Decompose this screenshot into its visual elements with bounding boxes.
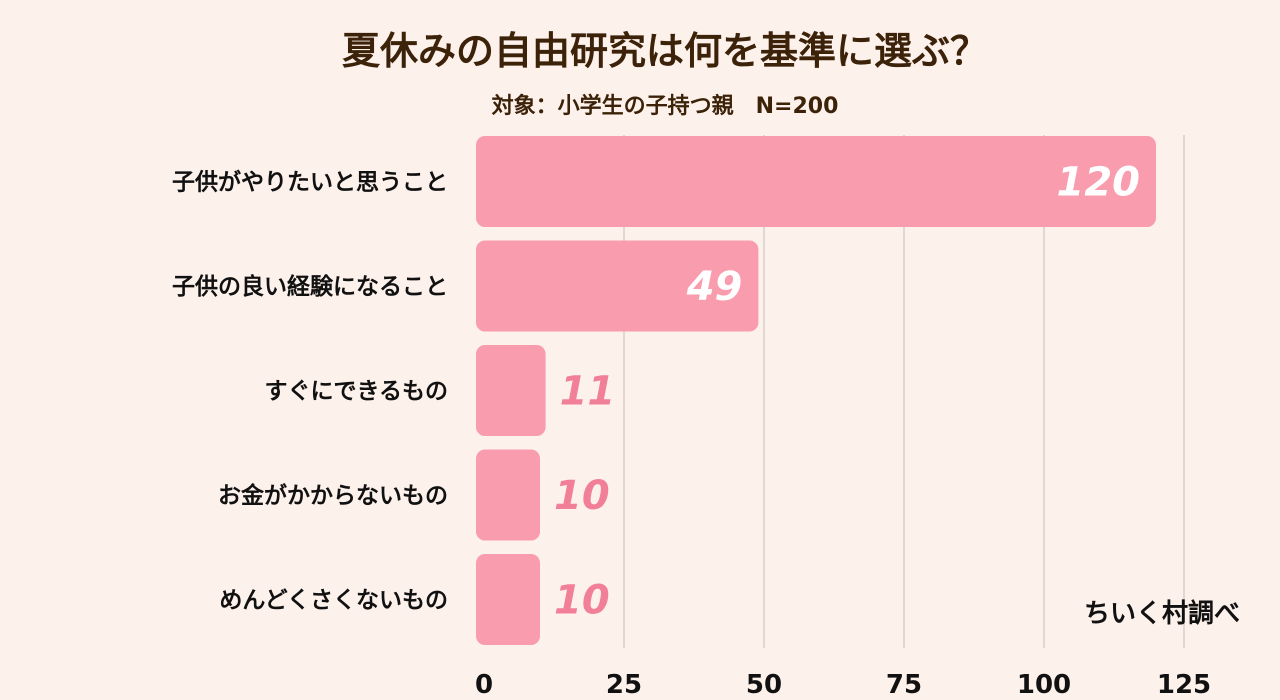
chart-subtitle: 対象：小学生の子持つ親 N=200 [492,93,839,119]
bar [476,136,1156,227]
x-tick-label: 125 [1157,670,1211,700]
category-labels: 子供がやりたいと思うこと子供の良い経験になることすぐにできるものお金がかからない… [172,169,448,614]
x-axis-ticks: 0 25 50 75 100 125 [475,670,1211,700]
category-label: 子供の良い経験になること [172,273,448,300]
x-tick-label: 50 [746,670,782,700]
x-tick-label: 0 [475,670,493,700]
category-label: 子供がやりたいと思うこと [172,169,448,196]
value-label: 49 [686,264,743,310]
category-label: お金がかからないもの [218,482,448,509]
bar [476,554,540,645]
value-label: 120 [1057,160,1141,206]
value-labels: 120 49 11 10 10 [554,160,1140,624]
chart-title: 夏休みの自由研究は何を基準に選ぶ？ [342,29,988,73]
category-label: すぐにできるもの [264,379,448,405]
bar [476,449,540,541]
x-tick-label: 100 [1017,670,1071,700]
value-label: 11 [560,369,616,415]
bar [476,345,546,436]
x-tick-label: 75 [886,670,922,700]
bar [476,240,759,332]
value-label: 10 [554,473,610,519]
bars [476,136,1156,645]
value-label: 10 [554,578,610,624]
category-label: めんどくさくないもの [219,588,448,614]
x-tick-label: 25 [606,670,642,700]
source-credit: ちいく村調べ [1084,598,1240,629]
